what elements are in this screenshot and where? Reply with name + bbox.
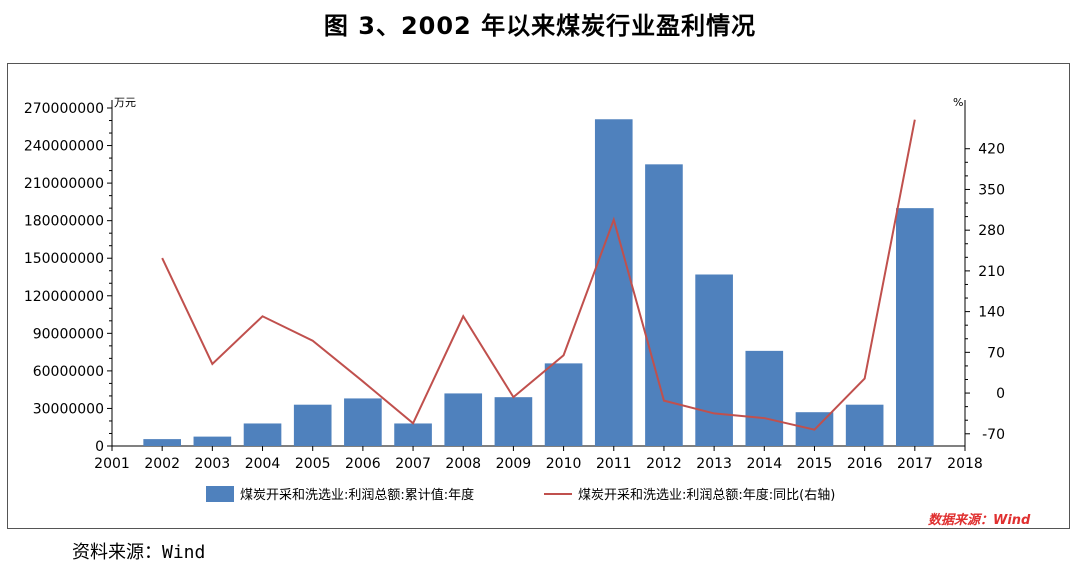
- x-tick-label: 2005: [295, 456, 331, 472]
- left-y-tick-label: 0: [95, 439, 104, 455]
- line-series: [161, 119, 916, 431]
- x-tick-label: 2012: [646, 456, 682, 472]
- bar: [594, 119, 633, 447]
- right-y-tick-label: 280: [978, 223, 1005, 239]
- bar: [394, 423, 432, 446]
- bar: [695, 274, 733, 446]
- x-tick-label: 2001: [94, 456, 130, 472]
- bar: [193, 436, 232, 446]
- x-tick-label: 2015: [797, 456, 833, 472]
- bar: [896, 208, 934, 446]
- x-tick-label: 2007: [395, 456, 431, 472]
- left-y-tick-label: 30000000: [33, 401, 104, 417]
- bar: [143, 439, 181, 446]
- bar: [293, 404, 332, 446]
- left-y-tick-label: 210000000: [24, 176, 104, 192]
- bar: [544, 363, 583, 446]
- x-tick-label: 2011: [596, 456, 632, 472]
- left-y-tick-label: 120000000: [24, 289, 104, 305]
- bar: [444, 393, 483, 446]
- left-y-tick-label: 60000000: [33, 364, 104, 380]
- right-y-tick-label: 420: [978, 142, 1005, 158]
- x-tick-label: 2006: [345, 456, 381, 472]
- x-tick-label: 2017: [897, 456, 933, 472]
- legend-label-bar: 煤炭开采和洗选业:利润总额:累计值:年度: [240, 488, 475, 503]
- left-y-tick-label: 240000000: [24, 139, 104, 155]
- bar: [494, 397, 533, 446]
- x-tick-label: 2018: [947, 456, 983, 472]
- legend-item-line-series: 煤炭开采和洗选业:利润总额:年度:同比(右轴): [544, 484, 835, 503]
- right-y-tick-label: 210: [978, 264, 1005, 280]
- bar: [745, 350, 784, 446]
- right-y-unit: %: [953, 96, 963, 109]
- left-y-tick-label: 270000000: [24, 101, 104, 117]
- bar: [845, 404, 884, 446]
- chart-frame: [7, 63, 1070, 529]
- chart-source-note: 数据来源：Wind: [928, 513, 1031, 528]
- x-tick-label: 2002: [144, 456, 180, 472]
- x-tick-label: 2008: [445, 456, 481, 472]
- right-y-tick-label: 350: [978, 182, 1005, 198]
- legend-label-line: 煤炭开采和洗选业:利润总额:年度:同比(右轴): [578, 488, 836, 503]
- left-y-unit: 万元: [114, 96, 136, 109]
- right-y-tick-label: 70: [987, 345, 1005, 361]
- legend-swatch-bar: [206, 485, 234, 502]
- chart-title: 图 3、2002 年以来煤炭行业盈利情况: [323, 12, 757, 40]
- x-tick-label: 2003: [195, 456, 231, 472]
- x-tick-label: 2013: [696, 456, 732, 472]
- x-tick-label: 2010: [546, 456, 582, 472]
- footer-source: 资料来源：Wind: [72, 542, 206, 563]
- left-y-tick-label: 150000000: [24, 251, 104, 267]
- x-tick-label: 2009: [496, 456, 532, 472]
- right-y-tick-label: -70: [982, 427, 1005, 443]
- right-y-tick-label: 0: [996, 386, 1005, 402]
- legend-swatch-line: [544, 492, 572, 495]
- bar: [344, 398, 382, 446]
- x-tick-label: 2016: [847, 456, 883, 472]
- x-tick-label: 2004: [245, 456, 281, 472]
- x-tick-label: 2014: [746, 456, 782, 472]
- left-y-tick-label: 90000000: [33, 326, 104, 342]
- right-y-tick-label: 140: [978, 305, 1005, 321]
- bar: [243, 423, 282, 446]
- left-y-tick-label: 180000000: [24, 214, 104, 230]
- legend-item-bar-series: 煤炭开采和洗选业:利润总额:累计值:年度: [206, 484, 474, 503]
